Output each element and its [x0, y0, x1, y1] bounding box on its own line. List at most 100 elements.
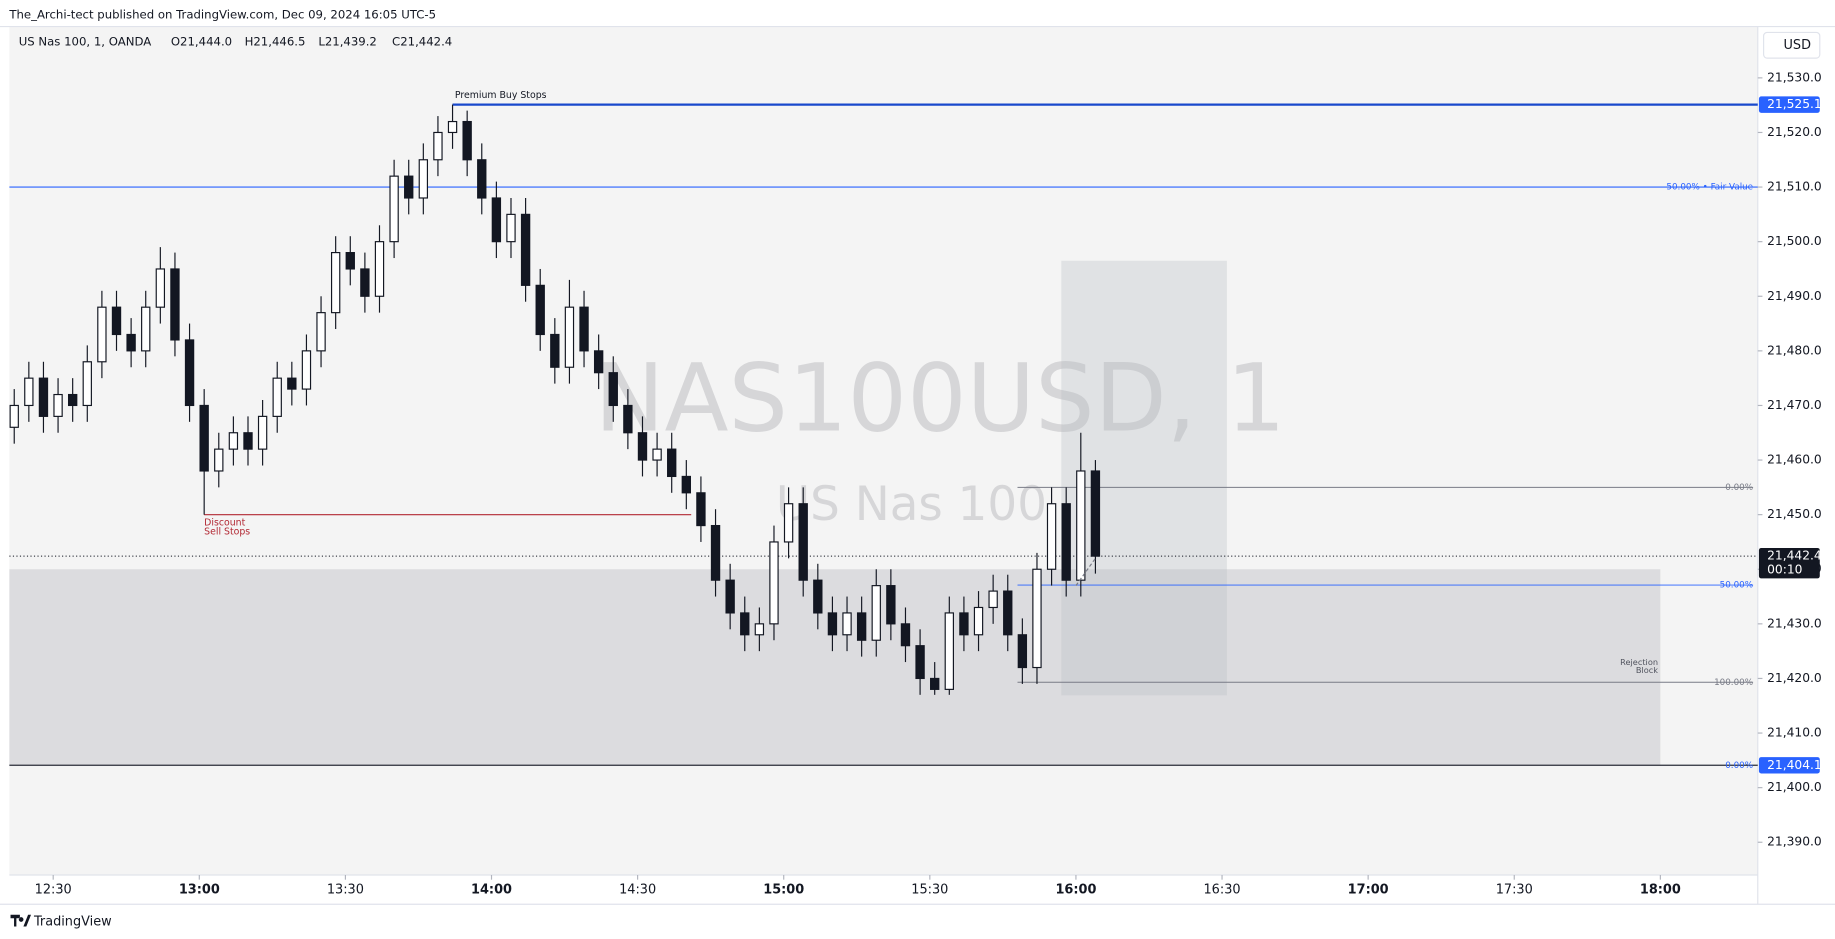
- x-tick-label: 13:00: [179, 883, 220, 898]
- currency[interactable]: USD: [1784, 38, 1812, 53]
- candle-body: [608, 372, 618, 407]
- candle-body: [418, 159, 429, 199]
- candle-body: [214, 448, 224, 472]
- candle-body: [740, 612, 750, 636]
- candle-body: [82, 361, 92, 407]
- candle-body: [696, 492, 706, 527]
- candle-body: [24, 377, 34, 407]
- y-tick-label: 21,430.0: [1767, 616, 1822, 630]
- y-tick-label: 21,470.0: [1767, 398, 1822, 412]
- candle-body: [345, 251, 355, 270]
- ohlc-value: C21,442.4: [392, 34, 452, 48]
- candle-body: [827, 612, 838, 636]
- price-tag: [1758, 547, 1820, 579]
- y-tick-label: 21,390.0: [1767, 835, 1822, 849]
- x-tick-label: 13:30: [327, 883, 364, 898]
- candle-body: [506, 213, 516, 243]
- level-label: 0.00%: [1725, 761, 1753, 771]
- x-tick-label: 14:30: [619, 883, 656, 898]
- level-label: 50.00% • Fair Value: [1666, 183, 1753, 193]
- x-tick-label: 18:00: [1640, 883, 1681, 898]
- symbol: US Nas 100, 1, OANDA: [19, 34, 152, 48]
- y-tick-label: 21,530.0: [1767, 70, 1822, 84]
- ohlc-value: L21,439.2: [318, 34, 377, 48]
- candle-body: [360, 268, 370, 297]
- y-tick-label: 21,450.0: [1767, 507, 1822, 521]
- candle-body: [959, 612, 969, 636]
- candle-body: [856, 612, 867, 641]
- candle-body: [681, 475, 692, 494]
- candle-body: [447, 120, 458, 134]
- candle-body: [111, 306, 122, 336]
- candle-body: [900, 623, 911, 647]
- level-label: Premium Buy Stops: [455, 90, 547, 101]
- candle-body: [462, 120, 472, 161]
- position-box: [1061, 260, 1227, 696]
- footer-logo[interactable]: TradingView: [10, 914, 112, 929]
- x-tick-label: 12:30: [35, 883, 72, 898]
- candle-body: [769, 541, 779, 625]
- price-tag-label: 21,525.1: [1767, 97, 1822, 111]
- candle-body: [871, 585, 881, 641]
- candle-body: [667, 448, 677, 478]
- candle-body: [886, 585, 896, 625]
- x-tick-label: 17:30: [1496, 883, 1533, 898]
- y-tick-label: 21,520.0: [1767, 125, 1822, 139]
- candle-body: [38, 377, 49, 417]
- currency-box[interactable]: [1763, 31, 1821, 59]
- candle-body: [1032, 568, 1042, 669]
- candle-body: [550, 333, 560, 368]
- x-tick-label: 17:00: [1348, 883, 1389, 898]
- ohlc-value: O21,444.0: [171, 34, 232, 48]
- y-tick-label: 21,510.0: [1767, 180, 1822, 194]
- candle-body: [637, 432, 648, 461]
- candle-body: [97, 306, 107, 363]
- candle-body: [725, 579, 735, 614]
- price-tag: [1758, 757, 1820, 774]
- price-tag: [1758, 96, 1820, 113]
- candle-body: [710, 524, 721, 581]
- logo-icon[interactable]: [10, 914, 32, 927]
- fib-label: 0.00%: [1725, 483, 1753, 493]
- candle-body: [389, 175, 399, 243]
- candle-body: [170, 268, 180, 341]
- fib-label: 50.00%: [1720, 581, 1753, 591]
- candle-body: [579, 306, 589, 352]
- candle-body: [1017, 634, 1028, 669]
- candle-body: [1076, 470, 1086, 581]
- candle-body: [53, 393, 63, 417]
- candle-body: [520, 213, 531, 286]
- publisher: The_Archi-tect published on TradingView.…: [8, 7, 436, 21]
- x-tick-label: 15:30: [911, 883, 948, 898]
- candle-body: [535, 284, 545, 336]
- candle-body: [930, 677, 940, 690]
- y-tick-label: 21,490.0: [1767, 289, 1822, 303]
- watermark: NAS100USD, 1: [595, 344, 1286, 453]
- y-tick-label: 21,500.0: [1767, 234, 1822, 248]
- candle-body: [652, 448, 662, 461]
- candle-body: [67, 393, 78, 407]
- fib-label: 100.00%: [1714, 678, 1753, 688]
- y-tick-label: 21,460.0: [1767, 453, 1822, 467]
- candle-body: [374, 241, 385, 297]
- footer-brand[interactable]: TradingView: [33, 914, 112, 929]
- candle-body: [9, 404, 19, 428]
- candle-body: [433, 131, 443, 161]
- candle-body: [813, 579, 823, 614]
- price-tag-sub: 00:10: [1767, 563, 1802, 577]
- candle-body: [257, 415, 268, 450]
- x-tick-label: 16:30: [1204, 883, 1241, 898]
- zone-label: Rejection: [1620, 657, 1658, 667]
- y-tick-label: 21,410.0: [1767, 726, 1822, 740]
- candle-body: [798, 503, 808, 581]
- candle-body: [973, 606, 984, 636]
- candle-body: [199, 404, 209, 472]
- candle-body: [1046, 503, 1057, 570]
- ohlc-value: H21,446.5: [245, 34, 306, 48]
- x-tick-label: 16:00: [1055, 883, 1096, 898]
- y-tick-label: 21,420.0: [1767, 671, 1822, 685]
- x-tick-label: 14:00: [471, 883, 512, 898]
- candle-body: [1090, 470, 1101, 557]
- candle-body: [944, 612, 954, 690]
